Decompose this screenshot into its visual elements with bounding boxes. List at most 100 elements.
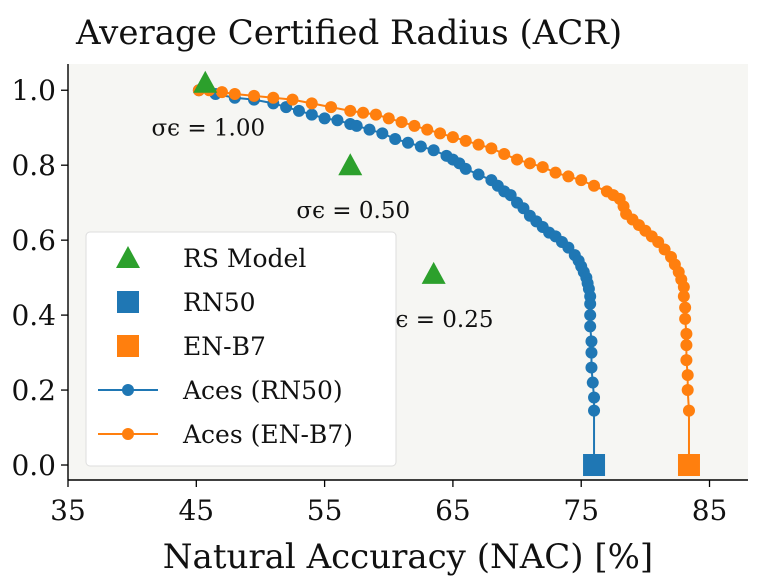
series-point <box>363 123 376 136</box>
x-tick-label: 35 <box>50 494 86 527</box>
y-tick-label: 0.8 <box>11 149 56 182</box>
series-point <box>588 179 601 192</box>
base-model-marker-en-b7 <box>677 454 700 477</box>
series-point <box>305 97 318 110</box>
series-point <box>395 116 408 129</box>
rs-model-annotation: σϵ = 0.25 <box>380 307 494 333</box>
series-point <box>680 327 693 340</box>
y-tick-label: 0.0 <box>11 449 56 482</box>
x-tick-label: 65 <box>435 494 471 527</box>
series-point <box>331 114 344 127</box>
y-tick-label: 0.6 <box>11 224 56 257</box>
legend-label: Aces (EN-B7) <box>182 420 353 449</box>
legend-circle-marker <box>122 428 134 440</box>
series-point <box>498 147 511 160</box>
rs-model-marker <box>421 261 446 284</box>
series-point <box>679 301 692 314</box>
series-point <box>446 131 459 144</box>
series-point <box>584 320 597 333</box>
x-tick-label: 55 <box>307 494 343 527</box>
series-point <box>679 312 692 325</box>
legend-circle-marker <box>122 384 134 396</box>
series-point <box>459 134 472 147</box>
series-point <box>376 127 389 140</box>
legend-item: RS Model <box>116 244 306 273</box>
legend: RS Model RN50 EN-B7 Aces (RN50) Aces (EN-B7) <box>85 231 397 467</box>
series-point <box>584 297 597 310</box>
series-point <box>292 104 305 117</box>
series-point <box>472 138 485 151</box>
x-tick-label: 75 <box>563 494 599 527</box>
series-point <box>682 404 695 417</box>
legend-triangle-marker <box>116 246 140 268</box>
rs-model-annotation: σϵ = 0.50 <box>296 198 410 224</box>
series-point <box>421 123 434 136</box>
series-point <box>472 168 485 181</box>
legend-item: Aces (EN-B7) <box>98 420 353 449</box>
series-point <box>549 166 562 179</box>
series-point <box>286 93 299 106</box>
series-point <box>228 87 241 100</box>
series-point <box>680 339 693 352</box>
series-point <box>585 335 598 348</box>
x-tick-label: 45 <box>178 494 214 527</box>
x-tick-label: 85 <box>692 494 728 527</box>
rs-model-marker <box>193 70 218 93</box>
series-point <box>584 309 597 322</box>
series-point <box>382 112 395 125</box>
legend-box <box>85 231 397 467</box>
legend-item: RN50 <box>117 288 256 317</box>
series-point <box>681 369 694 382</box>
legend-item: Aces (RN50) <box>98 376 343 405</box>
series-point <box>677 290 690 303</box>
chart-title: Average Certified Radius (ACR) <box>75 13 622 53</box>
series-point <box>414 140 427 153</box>
series-point <box>575 174 588 187</box>
base-model-layer <box>583 454 700 477</box>
series-point <box>357 106 370 119</box>
x-axis-label: Natural Accuracy (NAC) [%] <box>163 537 653 577</box>
series-point <box>305 108 318 121</box>
legend-item: EN-B7 <box>117 332 266 361</box>
y-tick-label: 0.2 <box>11 374 56 407</box>
series-point <box>318 112 331 125</box>
rs-model-annotation: σϵ = 1.00 <box>151 116 265 142</box>
series-point <box>585 346 598 359</box>
series-point <box>585 361 598 374</box>
y-tick-label: 1.0 <box>11 74 56 107</box>
series-point <box>485 142 498 155</box>
series-point <box>427 144 440 157</box>
series-point <box>681 384 694 397</box>
series-point <box>677 280 690 293</box>
series-point <box>344 104 357 117</box>
legend-square-marker <box>117 335 139 357</box>
series-point <box>588 391 601 404</box>
series-point <box>402 136 414 149</box>
series-point <box>588 404 601 417</box>
legend-label: Aces (RN50) <box>182 376 343 405</box>
series-aces-en-b7- <box>192 84 695 466</box>
legend-square-marker <box>117 291 139 313</box>
series-point <box>215 86 228 99</box>
series-point <box>459 162 472 175</box>
legend-label: RS Model <box>183 244 306 273</box>
base-model-marker-rn50 <box>583 454 606 477</box>
series-point <box>680 354 693 367</box>
rs-model-marker <box>338 153 363 176</box>
series-point <box>350 119 363 132</box>
series-point <box>389 132 402 145</box>
series-point <box>586 376 599 389</box>
series-point <box>434 127 447 140</box>
legend-label: RN50 <box>183 288 256 317</box>
x-ticks: 35 45 55 65 75 85 <box>50 480 727 527</box>
series-point <box>248 89 261 102</box>
series-point <box>562 170 575 183</box>
y-ticks: 0.0 0.2 0.4 0.6 0.8 1.0 <box>11 74 68 482</box>
y-tick-label: 0.4 <box>11 299 56 332</box>
series-point <box>369 108 382 121</box>
series-point <box>511 153 524 166</box>
series-point <box>523 157 536 170</box>
rs-model-layer: σϵ = 1.00 σϵ = 0.50 σϵ = 0.25 <box>151 70 494 333</box>
series-point <box>267 91 280 104</box>
